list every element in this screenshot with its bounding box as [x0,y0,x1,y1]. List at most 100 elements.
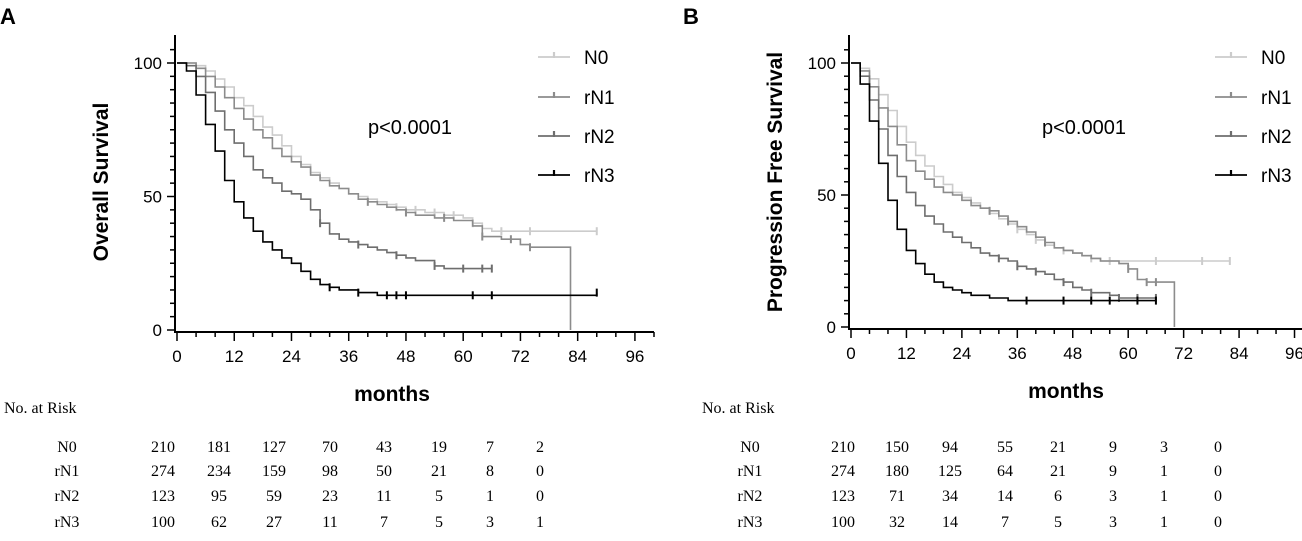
legend-label-rn1: rN1 [584,88,615,109]
risk-cell: 23 [322,488,338,505]
risk-table-title: No. at Risk [4,400,76,417]
y-tick-label: 0 [153,321,162,340]
risk-cell: 19 [431,439,447,456]
risk-cell: 21 [431,463,447,480]
risk-cell: 181 [207,439,231,456]
risk-cell: 159 [262,463,286,480]
x-tick-label: 60 [454,347,473,366]
risk-cell: 150 [885,439,909,456]
risk-cell: 100 [831,514,855,531]
x-tick-label: 12 [225,347,244,366]
x-tick-label: 12 [897,344,916,363]
risk-cell: 3 [1160,439,1168,456]
risk-cell: 234 [207,463,231,480]
panel-letter: A [0,4,16,29]
risk-cell: 180 [885,463,909,480]
risk-cell: 100 [151,514,175,531]
risk-cell: 6 [1054,488,1062,505]
risk-row-label: rN1 [55,463,80,480]
risk-cell: 64 [997,463,1013,480]
y-tick-label: 0 [827,318,836,337]
risk-cell: 8 [486,463,494,480]
risk-cell: 0 [1214,439,1222,456]
risk-row-label: rN2 [738,488,763,505]
x-tick-label: 36 [339,347,358,366]
risk-cell: 7 [486,439,494,456]
risk-cell: 9 [1109,439,1117,456]
risk-row-label: rN3 [55,514,80,531]
risk-cell: 98 [322,463,338,480]
risk-cell: 94 [942,439,958,456]
risk-cell: 27 [266,514,282,531]
x-tick-label: 0 [846,344,855,363]
risk-cell: 1 [1160,514,1168,531]
risk-cell: 2 [536,439,544,456]
legend-label-n0: N0 [584,48,608,69]
risk-cell: 274 [831,463,855,480]
risk-cell: 210 [151,439,175,456]
x-tick-label: 72 [1174,344,1193,363]
risk-cell: 11 [322,514,337,531]
risk-cell: 0 [536,463,544,480]
risk-cell: 95 [211,488,227,505]
risk-row-label: rN3 [738,514,763,531]
x-axis-label: months [1028,380,1104,403]
legend-label-n0: N0 [1261,48,1285,69]
risk-cell: 0 [1214,463,1222,480]
risk-cell: 70 [322,439,338,456]
y-tick-label: 50 [817,186,836,205]
risk-row-label: N0 [57,439,77,456]
legend-label-rn2: rN2 [584,127,615,148]
x-tick-label: 60 [1119,344,1138,363]
survival-curve-n0 [851,63,1230,261]
risk-cell: 43 [376,439,392,456]
risk-cell: 0 [1214,514,1222,531]
panel-letter: B [683,4,699,29]
x-tick-label: 84 [568,347,587,366]
risk-cell: 50 [376,463,392,480]
risk-cell: 3 [1109,488,1117,505]
risk-cell: 71 [889,488,905,505]
risk-cell: 3 [486,514,494,531]
risk-cell: 7 [380,514,388,531]
x-tick-label: 96 [1285,344,1302,363]
x-axis-label: months [354,383,430,406]
legend-label-rn1: rN1 [1261,88,1292,109]
figure: A0501000 12 24 36 48 60 72 84 96monthsOverall Su… [0,0,1302,541]
risk-cell: 5 [1054,514,1062,531]
risk-cell: 5 [435,514,443,531]
risk-cell: 7 [1001,514,1009,531]
legend-label-rn2: rN2 [1261,127,1292,148]
risk-cell: 14 [942,514,958,531]
x-tick-label: 96 [625,347,644,366]
y-tick-label: 50 [143,188,162,207]
risk-cell: 34 [942,488,958,505]
legend-label-rn3: rN3 [584,166,615,187]
risk-row-label: rN2 [55,488,80,505]
risk-table-title: No. at Risk [702,400,774,417]
survival-curve-rn1 [851,63,1174,327]
risk-cell: 21 [1050,439,1066,456]
risk-cell: 3 [1109,514,1117,531]
risk-cell: 14 [997,488,1013,505]
risk-cell: 210 [831,439,855,456]
risk-cell: 0 [536,488,544,505]
risk-row-label: rN1 [738,463,763,480]
legend-label-rn3: rN3 [1261,166,1292,187]
y-axis-label: Progression Free Survival [764,52,787,312]
risk-cell: 1 [536,514,544,531]
y-axis-label: Overall Survival [90,103,113,262]
risk-cell: 9 [1109,463,1117,480]
risk-cell: 123 [831,488,855,505]
x-tick-label: 24 [282,347,301,366]
x-tick-label: 48 [1063,344,1082,363]
risk-cell: 127 [262,439,286,456]
risk-cell: 1 [1160,463,1168,480]
risk-cell: 5 [435,488,443,505]
risk-cell: 21 [1050,463,1066,480]
x-tick-label: 36 [1008,344,1027,363]
y-tick-label: 100 [808,54,836,73]
x-tick-label: 24 [952,344,971,363]
